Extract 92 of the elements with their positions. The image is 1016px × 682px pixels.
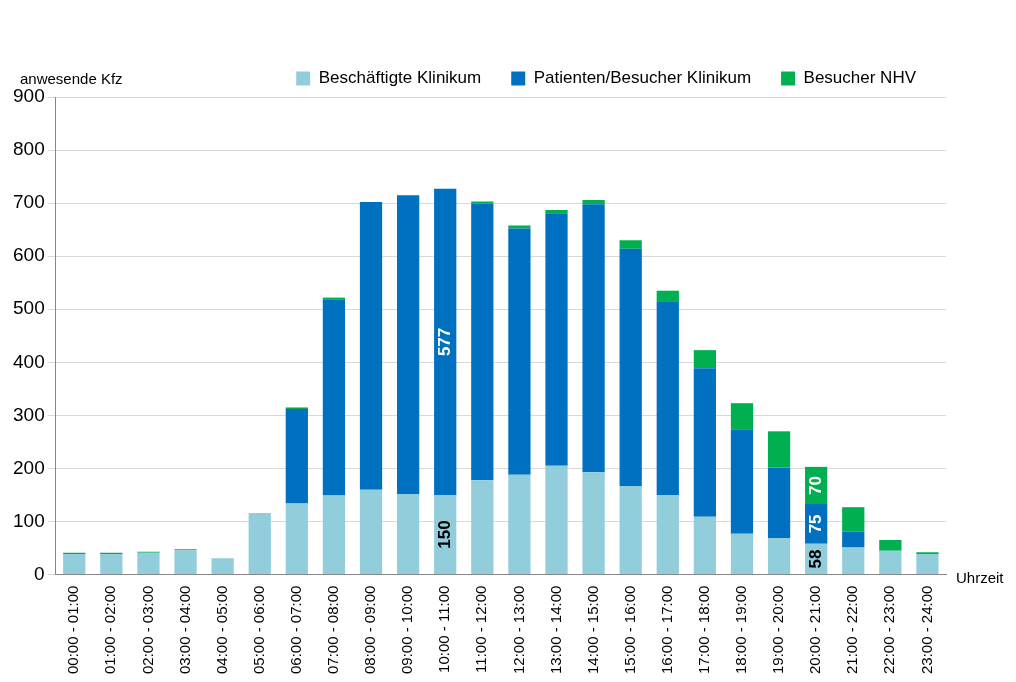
bar [63,553,86,575]
bar [842,531,865,548]
bar [211,558,234,575]
bar [730,429,754,534]
data-label: 75 [805,514,825,534]
x-axis-title: Uhrzeit [956,568,1005,586]
x-tick-label: 12:00 - 13:00 [509,585,527,674]
x-tick-label: 04:00 - 05:00 [212,585,230,674]
bar [434,188,457,495]
bar [137,552,160,575]
x-tick-label: 10:00 - 11:00 [435,585,453,673]
bar [619,240,642,249]
x-tick-label: 06:00 - 07:00 [286,585,304,674]
x-tick-label: 08:00 - 09:00 [361,585,379,674]
legend-label: Besucher NHV [803,68,917,88]
x-tick-label: 23:00 - 24:00 [917,585,935,674]
bar [545,213,568,466]
bar [359,202,383,490]
bar [545,210,568,214]
x-tick-label: 18:00 - 19:00 [732,585,750,674]
bar [767,467,791,538]
bar [322,299,346,496]
y-tick-label: 500 [13,297,45,319]
x-tick-label: 20:00 - 21:00 [806,585,824,674]
x-tick-label: 19:00 - 20:00 [769,585,787,674]
y-tick-label: 300 [13,403,45,425]
data-label: 150 [434,520,454,549]
bar [656,301,679,495]
bar [508,228,531,475]
bar [174,550,197,575]
x-tick-label: 17:00 - 18:00 [695,585,713,674]
x-tick-label: 02:00 - 03:00 [138,585,156,674]
data-label: 577 [434,327,454,357]
y-tick-label: 800 [13,138,45,160]
y-axis-title: anwesende Kfz [20,69,123,87]
x-tick-label: 07:00 - 08:00 [324,585,342,674]
bar [396,493,420,575]
x-tick-label: 05:00 - 06:00 [249,585,267,674]
bar [842,507,865,532]
legend-label: Beschäftigte Klinikum [318,68,482,88]
bar [248,513,271,575]
bar [471,480,494,575]
y-tick-label: 400 [13,350,45,372]
bar [285,503,308,575]
bar [582,204,605,473]
bar [471,201,494,204]
x-tick-label: 14:00 - 15:00 [583,585,601,674]
bar [545,465,568,575]
bar [471,203,494,481]
bar [767,537,791,575]
bar [730,533,754,575]
bar [879,540,902,551]
bar [322,495,346,575]
x-tick-label: 16:00 - 17:00 [657,585,675,674]
data-label: 58 [805,549,825,569]
bar [693,368,717,517]
bar [508,474,531,575]
x-tick-label: 15:00 - 16:00 [620,585,638,674]
bar [656,290,679,302]
bar [582,472,605,575]
y-tick-label: 900 [13,85,45,107]
bar [693,350,717,369]
bar [879,550,902,575]
x-tick-label: 21:00 - 22:00 [843,585,861,674]
bar [396,195,420,494]
legend-label: Patienten/Besucher Klinikum [533,68,752,88]
bar [359,489,383,575]
y-tick-label: 100 [13,509,45,531]
y-tick-label: 700 [13,191,45,213]
bar [582,199,605,205]
bar [619,248,642,486]
x-tick-label: 00:00 - 01:00 [64,585,82,674]
bar [656,495,679,575]
data-label: 70 [805,475,825,495]
x-tick-label: 01:00 - 02:00 [101,585,119,674]
x-tick-label: 11:00 - 12:00 [472,585,490,673]
bar [285,409,308,504]
bar [100,553,123,575]
y-tick-label: 600 [13,244,45,266]
x-tick-label: 13:00 - 14:00 [546,585,564,674]
y-tick-label: 200 [13,456,45,478]
bar [916,553,939,575]
x-tick-label: 09:00 - 10:00 [398,585,416,674]
bar [767,431,791,468]
y-tick-label: 0 [34,562,45,584]
bar [508,225,531,229]
x-tick-label: 22:00 - 23:00 [880,585,898,674]
bar [730,403,754,430]
bar [619,485,642,575]
x-tick-label: 03:00 - 04:00 [175,585,193,674]
bar [693,516,717,575]
bar [842,547,865,575]
